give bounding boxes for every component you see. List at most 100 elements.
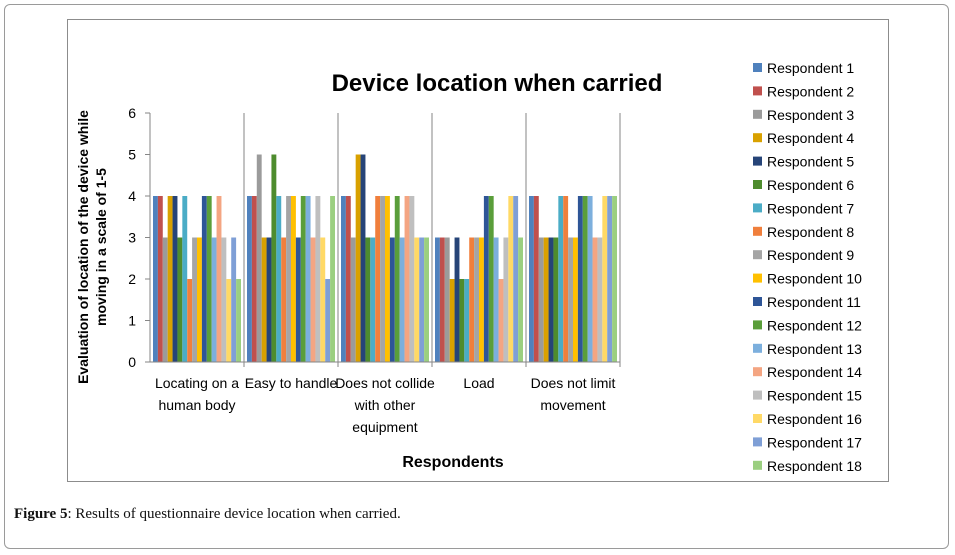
bar (568, 237, 573, 362)
bar (221, 237, 227, 362)
y-tick-label: 1 (128, 313, 136, 329)
bar (370, 237, 376, 362)
bar (320, 237, 326, 362)
bar (488, 196, 494, 362)
bar (394, 196, 400, 362)
category-label: Locating on a (155, 375, 239, 391)
bar (206, 196, 212, 362)
bar (261, 237, 267, 362)
bar (350, 237, 356, 362)
bar (444, 237, 450, 362)
category-label: with other (354, 397, 416, 413)
bar (315, 196, 321, 362)
bar (563, 196, 569, 362)
bar (162, 237, 168, 362)
bar (187, 279, 193, 362)
bar (503, 237, 509, 362)
bar (236, 279, 241, 362)
bar (247, 196, 252, 362)
bar (355, 154, 361, 362)
bar (399, 237, 405, 362)
legend-label: Respondent 17 (767, 434, 862, 450)
bar (286, 196, 291, 362)
bar (231, 237, 237, 362)
bar (192, 237, 197, 362)
legend-label: Respondent 9 (767, 247, 854, 263)
figure-caption-label: Figure 5 (14, 506, 68, 522)
legend-swatch (753, 297, 762, 306)
bar (360, 154, 366, 362)
bar (493, 237, 499, 362)
bar (592, 237, 598, 362)
bar (226, 279, 232, 362)
y-tick-label: 2 (128, 271, 136, 287)
legend-swatch (753, 63, 762, 72)
bar (439, 237, 445, 362)
bar (375, 196, 381, 362)
bar (409, 196, 415, 362)
bar (295, 237, 301, 362)
bar (474, 237, 479, 362)
legend-swatch (753, 320, 762, 330)
bar (573, 237, 578, 362)
bar (197, 237, 202, 362)
legend-label: Respondent 6 (767, 177, 854, 193)
bar (300, 196, 306, 362)
y-tick-label: 3 (128, 230, 136, 246)
legend-label: Respondent 5 (767, 154, 854, 170)
legend-label: Respondent 2 (767, 83, 854, 99)
bar (291, 196, 296, 362)
bar (167, 196, 173, 362)
bar (508, 196, 514, 362)
legend-swatch (753, 156, 762, 166)
bar (201, 196, 207, 362)
bar (182, 196, 188, 362)
bar (414, 237, 420, 362)
category-label: human body (158, 397, 235, 413)
y-tick-label: 5 (128, 147, 136, 163)
bar (553, 237, 559, 362)
bar (211, 237, 217, 362)
legend-swatch (753, 203, 762, 213)
bar (330, 196, 335, 362)
category-label: movement (540, 397, 605, 413)
bar (587, 196, 593, 362)
bar (454, 237, 460, 362)
bar (483, 196, 489, 362)
category-label: Does not collide (335, 375, 435, 391)
legend-label: Respondent 4 (767, 130, 854, 146)
legend-swatch (753, 86, 762, 96)
legend-swatch (753, 367, 762, 377)
bar (597, 237, 603, 362)
bar (404, 196, 410, 362)
bar (538, 237, 544, 362)
bar (533, 196, 539, 362)
bar (469, 237, 475, 362)
legend-swatch (753, 414, 762, 423)
y-tick-label: 4 (128, 188, 136, 204)
bar (177, 237, 183, 362)
legend-label: Respondent 18 (767, 458, 862, 474)
x-axis-label: Respondents (402, 454, 503, 471)
legend-swatch (753, 250, 762, 260)
legend-swatch (753, 273, 762, 283)
legend-swatch (753, 133, 762, 143)
bar (577, 196, 583, 362)
chart-frame: Device location when carried Evaluation o… (67, 19, 889, 482)
bar (498, 279, 504, 362)
bar (281, 237, 287, 362)
bar (449, 279, 455, 362)
legend-label: Respondent 14 (767, 364, 862, 380)
figure-caption: Figure 5: Results of questionnaire devic… (14, 506, 401, 523)
y-axis-label: Evaluation of location of the device whi… (75, 110, 109, 384)
legend-label: Respondent 7 (767, 200, 854, 216)
legend-label: Respondent 16 (767, 411, 862, 427)
bar (435, 237, 440, 362)
legend-swatch (753, 343, 762, 353)
bar (266, 237, 272, 362)
legend-label: Respondent 15 (767, 388, 862, 404)
bar (305, 196, 311, 362)
legend-swatch (753, 460, 762, 470)
bar (582, 196, 588, 362)
bar (256, 154, 262, 362)
